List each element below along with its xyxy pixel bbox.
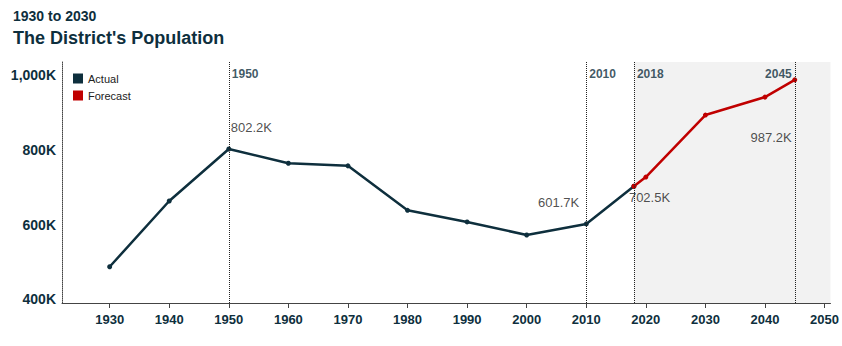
svg-text:2010: 2010 <box>589 67 616 81</box>
svg-text:800K: 800K <box>23 142 56 158</box>
svg-text:400K: 400K <box>23 291 56 307</box>
svg-text:Actual: Actual <box>88 73 119 85</box>
svg-text:2050: 2050 <box>810 312 839 327</box>
svg-text:600K: 600K <box>23 217 56 233</box>
svg-text:The District's Population: The District's Population <box>13 28 224 48</box>
svg-text:987.2K: 987.2K <box>751 130 793 145</box>
svg-text:1990: 1990 <box>453 312 482 327</box>
svg-text:1930 to 2030: 1930 to 2030 <box>13 8 96 24</box>
svg-text:802.2K: 802.2K <box>231 120 273 135</box>
svg-text:2030: 2030 <box>691 312 720 327</box>
svg-text:2010: 2010 <box>572 312 601 327</box>
svg-text:2018: 2018 <box>637 67 664 81</box>
svg-text:1950: 1950 <box>232 67 259 81</box>
svg-text:2020: 2020 <box>631 312 660 327</box>
svg-text:1960: 1960 <box>274 312 303 327</box>
svg-text:702.5K: 702.5K <box>629 190 671 205</box>
svg-text:2045: 2045 <box>765 67 792 81</box>
svg-text:1940: 1940 <box>155 312 184 327</box>
svg-text:1930: 1930 <box>95 312 124 327</box>
svg-text:1980: 1980 <box>393 312 422 327</box>
svg-text:1970: 1970 <box>333 312 362 327</box>
svg-text:2040: 2040 <box>751 312 780 327</box>
svg-text:Forecast: Forecast <box>88 90 131 102</box>
svg-text:601.7K: 601.7K <box>538 195 580 210</box>
svg-text:1950: 1950 <box>214 312 243 327</box>
svg-text:1,000K: 1,000K <box>11 67 56 83</box>
svg-text:2000: 2000 <box>512 312 541 327</box>
